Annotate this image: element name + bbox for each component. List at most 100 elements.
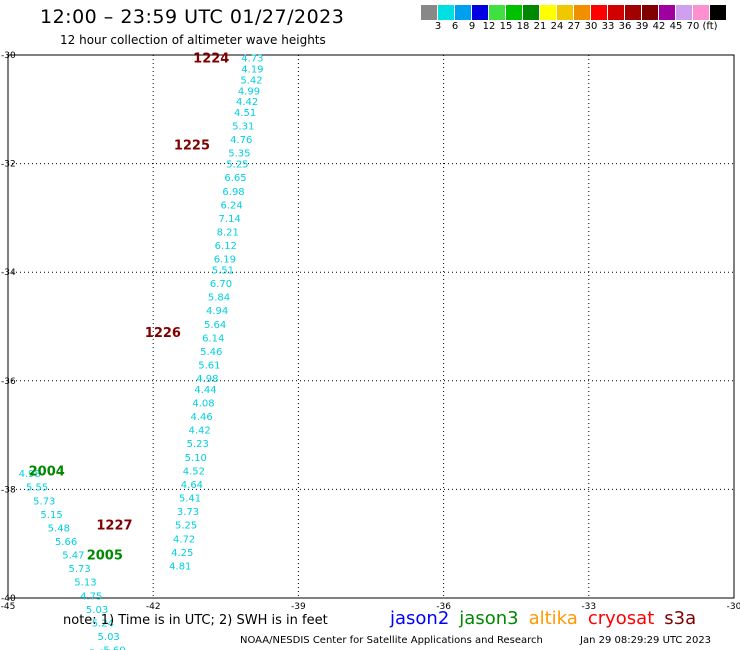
legend-swatch	[523, 5, 540, 20]
swh-value-label: 4.42	[236, 97, 258, 108]
y-tick-label: -40	[1, 594, 16, 604]
legend-label: 30	[584, 21, 598, 32]
x-tick-label: -39	[291, 602, 306, 612]
track-id-label: 1227	[96, 519, 132, 534]
swh-value-label: 4.76	[230, 135, 252, 146]
swh-value-label: 7.14	[219, 214, 241, 225]
swh-value-label: 8.21	[217, 227, 239, 238]
track-id-label: 2004	[29, 464, 65, 479]
swh-value-label: 5.23	[187, 439, 209, 450]
swh-value-label: 5.46	[200, 347, 222, 358]
swh-value-label: 5.42	[240, 75, 262, 86]
swh-value-label: 4.42	[189, 426, 211, 437]
swh-value-label: 4.72	[173, 534, 195, 545]
legend-label: 42	[652, 21, 666, 32]
swh-value-label: 5.13	[74, 578, 96, 589]
track-id-label: 1224	[193, 52, 229, 67]
swh-value-label: 5.73	[33, 496, 55, 507]
swh-value-label: 6.12	[215, 241, 237, 252]
y-tick-label: -32	[1, 160, 16, 170]
legend-label: 36	[618, 21, 632, 32]
color-legend	[421, 5, 727, 20]
swh-value-label: 5.31	[232, 122, 254, 133]
swh-value-label: 5.06	[89, 648, 111, 650]
legend-swatch	[608, 5, 625, 20]
x-tick-label: -36	[436, 602, 451, 612]
swh-value-label: 4.51	[234, 108, 256, 119]
y-tick-label: -30	[1, 51, 16, 61]
swh-value-label: 4.75	[80, 591, 102, 602]
satellite-cryosat: cryosat	[587, 608, 655, 629]
legend-label: 9	[468, 21, 476, 32]
legend-swatch	[693, 5, 710, 20]
swh-value-label: 5.10	[185, 453, 207, 464]
satellite-s3a: s3a	[664, 608, 697, 629]
swh-value-label: 5.55	[26, 483, 48, 494]
swh-value-label: 4.64	[181, 480, 203, 491]
swh-value-label: 5.25	[226, 160, 248, 171]
swh-value-label: 5.66	[55, 537, 77, 548]
swh-value-label: 5.03	[98, 632, 120, 643]
legend-label: 45	[669, 21, 683, 32]
legend-label: (ft)	[702, 21, 718, 32]
swh-value-label: 4.98	[19, 469, 41, 480]
legend-label: 24	[550, 21, 564, 32]
plot-frame	[7, 54, 735, 599]
legend-swatch	[421, 5, 438, 20]
swh-value-label: 5.47	[62, 551, 84, 562]
legend-swatch	[659, 5, 676, 20]
swh-value-label: 5.15	[40, 510, 62, 521]
legend-swatch	[489, 5, 506, 20]
legend-swatch	[591, 5, 608, 20]
swh-value-label: 6.98	[222, 187, 244, 198]
swh-value-label: 4.81	[169, 561, 191, 572]
swh-value-label: 4.46	[190, 412, 212, 423]
swh-value-label: 5.61	[198, 361, 220, 372]
swh-value-label: 5.48	[48, 523, 70, 534]
legend-swatch	[625, 5, 642, 20]
legend-label: 21	[533, 21, 547, 32]
legend-swatch	[472, 5, 489, 20]
legend-label: 27	[567, 21, 581, 32]
swh-value-label: 4.94	[206, 306, 228, 317]
swh-value-label: 5.84	[208, 293, 230, 304]
swh-value-label: 6.14	[202, 333, 224, 344]
color-legend-labels: 3 6 9 12 15 18 21 24 27 30 33 36 39 42 45 70 (ft)	[421, 21, 740, 33]
legend-label: 15	[499, 21, 513, 32]
legend-label: 18	[516, 21, 530, 32]
x-tick-label: -33	[581, 602, 596, 612]
swh-value-label: 4.19	[241, 65, 263, 76]
legend-swatch	[557, 5, 574, 20]
swh-value-label: 5.73	[68, 564, 90, 575]
legend-label: 39	[635, 21, 649, 32]
legend-swatch	[574, 5, 591, 20]
legend-swatch	[676, 5, 693, 20]
legend-label: 3	[434, 21, 442, 32]
y-tick-label: -34	[1, 268, 16, 278]
swh-value-label: 5.03	[86, 605, 108, 616]
swh-value-label: 4.44	[194, 385, 216, 396]
swh-value-label: 6.19	[214, 255, 236, 266]
swh-value-label: 5.24	[92, 618, 114, 629]
satellite-legend: jason2 jason3 altika cryosat s3a	[390, 608, 706, 629]
swh-value-label: 5.51	[212, 265, 234, 276]
credit-line: NOAA/NESDIS Center for Satellite Applica…	[240, 635, 543, 646]
track-id-label: 1225	[174, 139, 210, 154]
legend-swatch	[540, 5, 557, 20]
swh-value-label: 3.73	[177, 507, 199, 518]
track-id-label: 1226	[145, 326, 181, 341]
swh-value-label: 4.99	[238, 86, 260, 97]
swh-value-label: 5.25	[175, 521, 197, 532]
y-tick-label: -38	[1, 485, 16, 495]
satellite-jason3: jason3	[459, 608, 519, 629]
swh-value-label: 5.60	[103, 646, 125, 650]
swh-value-label: 6.70	[210, 279, 232, 290]
swh-value-label: 6.24	[220, 200, 242, 211]
y-tick-label: -36	[1, 377, 16, 387]
satellite-altika: altika	[528, 608, 578, 629]
legend-swatch	[710, 5, 727, 20]
swh-value-label: 4.73	[241, 54, 263, 65]
units-note: note: 1) Time is in UTC; 2) SWH is in fe…	[63, 613, 328, 628]
chart-title: 12:00 – 23:59 UTC 01/27/2023	[40, 6, 345, 28]
